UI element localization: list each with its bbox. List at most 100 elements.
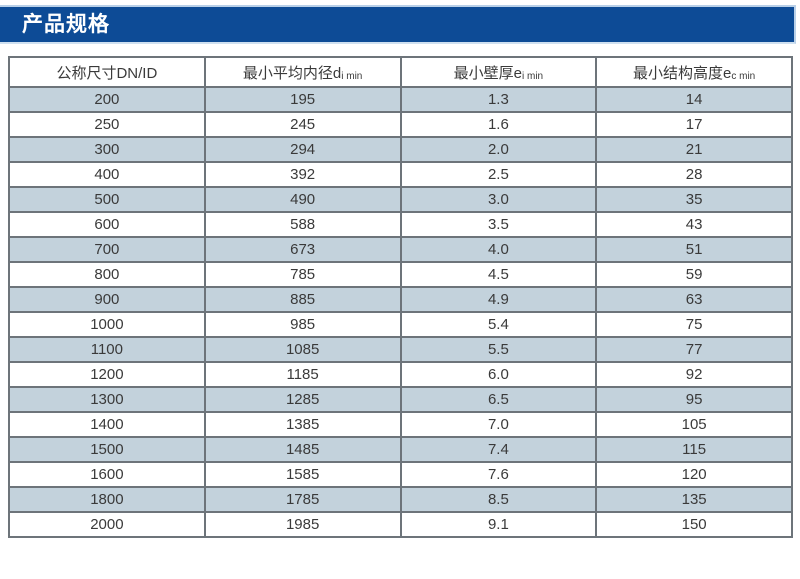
table-row: 1300 1285 6.5 95: [8, 386, 793, 413]
cell-ec-min: 150: [595, 511, 793, 538]
cell-ei-min: 1.3: [399, 86, 598, 113]
cell-ei-min: 5.5: [399, 336, 598, 363]
cell-ec-min: 77: [595, 336, 793, 363]
cell-ec-min: 63: [595, 286, 793, 313]
cell-ei-min: 4.5: [399, 261, 598, 288]
cell-ec-min: 135: [595, 486, 793, 513]
cell-di-min: 885: [203, 286, 402, 313]
cell-dn-id: 200: [8, 86, 206, 113]
column-header-ec-min: 最小结构高度ec min: [595, 56, 793, 88]
table-row: 600 588 3.5 43: [8, 211, 793, 238]
subscript: i min: [341, 70, 363, 82]
cell-di-min: 1785: [203, 486, 402, 513]
table-row: 1000 985 5.4 75: [8, 311, 793, 338]
cell-dn-id: 1400: [8, 411, 206, 438]
cell-di-min: 673: [203, 236, 402, 263]
table-row: 500 490 3.0 35: [8, 186, 793, 213]
cell-dn-id: 1100: [8, 336, 206, 363]
cell-di-min: 1585: [203, 461, 402, 488]
cell-di-min: 1385: [203, 411, 402, 438]
cell-ec-min: 35: [595, 186, 793, 213]
cell-di-min: 294: [203, 136, 402, 163]
cell-dn-id: 600: [8, 211, 206, 238]
table-row: 300 294 2.0 21: [8, 136, 793, 163]
table-row: 250 245 1.6 17: [8, 111, 793, 138]
cell-di-min: 490: [203, 186, 402, 213]
cell-ei-min: 8.5: [399, 486, 598, 513]
cell-ei-min: 3.5: [399, 211, 598, 238]
cell-ec-min: 95: [595, 386, 793, 413]
subscript: i min: [521, 70, 544, 82]
cell-di-min: 985: [203, 311, 402, 338]
spec-table-header-row: 公称尺寸DN/ID 最小平均内径di min 最小壁厚ei min 最小结构高度…: [8, 56, 793, 88]
cell-ec-min: 120: [595, 461, 793, 488]
cell-ei-min: 6.5: [399, 386, 598, 413]
cell-di-min: 1085: [203, 336, 402, 363]
cell-ec-min: 43: [595, 211, 793, 238]
cell-ec-min: 105: [595, 411, 793, 438]
cell-ec-min: 75: [595, 311, 793, 338]
cell-ei-min: 6.0: [399, 361, 598, 388]
table-row: 1400 1385 7.0 105: [8, 411, 793, 438]
cell-di-min: 588: [203, 211, 402, 238]
cell-di-min: 195: [203, 86, 402, 113]
cell-ei-min: 7.4: [399, 436, 598, 463]
cell-ei-min: 9.1: [399, 511, 598, 538]
cell-ei-min: 7.6: [399, 461, 598, 488]
cell-ei-min: 2.5: [399, 161, 598, 188]
cell-di-min: 245: [203, 111, 402, 138]
cell-ei-min: 2.0: [399, 136, 598, 163]
cell-ec-min: 14: [595, 86, 793, 113]
table-row: 900 885 4.9 63: [8, 286, 793, 313]
cell-dn-id: 250: [8, 111, 206, 138]
spec-table-body: 200 195 1.3 14 250 245 1.6 17 300 294 2.0 21 400 392 2…: [8, 86, 793, 538]
cell-di-min: 1485: [203, 436, 402, 463]
page-title: 产品规格: [22, 13, 110, 36]
cell-dn-id: 1300: [8, 386, 206, 413]
table-row: 800 785 4.5 59: [8, 261, 793, 288]
column-header-di-min: 最小平均内径di min: [203, 56, 402, 88]
cell-dn-id: 400: [8, 161, 206, 188]
cell-dn-id: 1500: [8, 436, 206, 463]
cell-dn-id: 1600: [8, 461, 206, 488]
cell-ec-min: 59: [595, 261, 793, 288]
spec-table: 公称尺寸DN/ID 最小平均内径di min 最小壁厚ei min 最小结构高度…: [8, 56, 793, 538]
table-row: 1200 1185 6.0 92: [8, 361, 793, 388]
cell-dn-id: 900: [8, 286, 206, 313]
cell-di-min: 1985: [203, 511, 402, 538]
cell-dn-id: 2000: [8, 511, 206, 538]
subscript: c min: [731, 70, 756, 82]
cell-ei-min: 4.9: [399, 286, 598, 313]
cell-ei-min: 4.0: [399, 236, 598, 263]
cell-ec-min: 17: [595, 111, 793, 138]
cell-di-min: 392: [203, 161, 402, 188]
cell-ec-min: 28: [595, 161, 793, 188]
table-row: 1500 1485 7.4 115: [8, 436, 793, 463]
cell-ec-min: 21: [595, 136, 793, 163]
cell-ei-min: 1.6: [399, 111, 598, 138]
cell-ei-min: 5.4: [399, 311, 598, 338]
table-row: 1600 1585 7.6 120: [8, 461, 793, 488]
table-row: 1100 1085 5.5 77: [8, 336, 793, 363]
cell-dn-id: 300: [8, 136, 206, 163]
cell-ec-min: 51: [595, 236, 793, 263]
table-row: 1800 1785 8.5 135: [8, 486, 793, 513]
cell-dn-id: 700: [8, 236, 206, 263]
cell-di-min: 1285: [203, 386, 402, 413]
cell-di-min: 1185: [203, 361, 402, 388]
table-row: 700 673 4.0 51: [8, 236, 793, 263]
column-header-ei-min: 最小壁厚ei min: [399, 56, 598, 88]
table-row: 400 392 2.5 28: [8, 161, 793, 188]
cell-ec-min: 92: [595, 361, 793, 388]
cell-dn-id: 800: [8, 261, 206, 288]
cell-dn-id: 1000: [8, 311, 206, 338]
table-row: 2000 1985 9.1 150: [8, 511, 793, 538]
cell-ec-min: 115: [595, 436, 793, 463]
cell-ei-min: 7.0: [399, 411, 598, 438]
cell-ei-min: 3.0: [399, 186, 598, 213]
cell-di-min: 785: [203, 261, 402, 288]
column-header-dn-id: 公称尺寸DN/ID: [8, 56, 206, 88]
cell-dn-id: 500: [8, 186, 206, 213]
table-row: 200 195 1.3 14: [8, 86, 793, 113]
